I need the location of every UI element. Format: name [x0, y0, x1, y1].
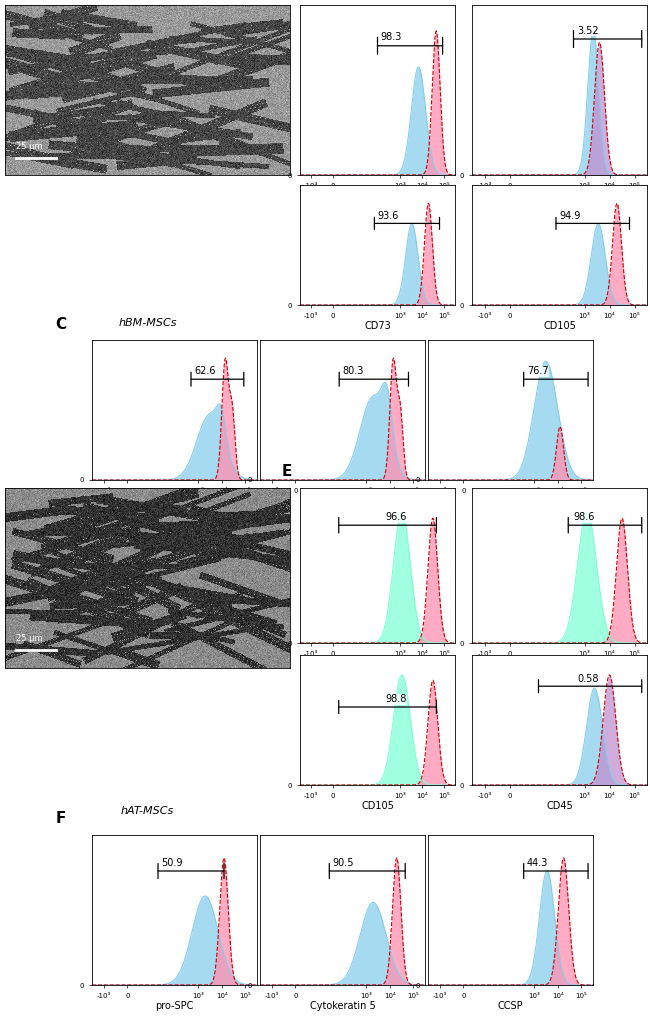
Text: 96.6: 96.6: [385, 512, 407, 522]
Text: 3.52: 3.52: [577, 26, 599, 36]
Text: hBM-MSCs: hBM-MSCs: [118, 317, 177, 328]
Text: hAT-MSCs: hAT-MSCs: [121, 805, 174, 816]
X-axis label: CD45: CD45: [546, 192, 573, 202]
X-axis label: CD73: CD73: [546, 659, 573, 670]
X-axis label: CCSP: CCSP: [330, 496, 356, 507]
Text: 93.6: 93.6: [378, 211, 399, 221]
X-axis label: CD90: CD90: [364, 659, 391, 670]
X-axis label: pro-SPC: pro-SPC: [155, 1001, 194, 1011]
Text: 50.9: 50.9: [161, 858, 183, 868]
Text: 0.58: 0.58: [577, 674, 599, 684]
X-axis label: CCSP: CCSP: [498, 1001, 523, 1011]
X-axis label: CD45: CD45: [546, 801, 573, 812]
Text: 98.3: 98.3: [381, 32, 402, 42]
Text: F: F: [56, 811, 66, 826]
Text: 25 μm: 25 μm: [16, 633, 43, 643]
X-axis label: CD73: CD73: [364, 321, 391, 332]
X-axis label: pro-SPC: pro-SPC: [155, 496, 194, 507]
X-axis label: CD105: CD105: [361, 801, 394, 812]
Text: E: E: [281, 464, 292, 479]
X-axis label: Cytokeratin 5: Cytokeratin 5: [478, 496, 543, 507]
Text: 98.6: 98.6: [573, 512, 595, 522]
Text: 80.3: 80.3: [343, 367, 364, 376]
Text: 25 μm: 25 μm: [16, 142, 43, 151]
Text: 44.3: 44.3: [527, 858, 549, 868]
X-axis label: Cytokeratin 5: Cytokeratin 5: [309, 1001, 376, 1011]
Text: 76.7: 76.7: [527, 367, 549, 376]
Text: 62.6: 62.6: [194, 367, 216, 376]
Text: C: C: [56, 316, 67, 332]
X-axis label: CD105: CD105: [543, 321, 576, 332]
Text: 90.5: 90.5: [333, 858, 354, 868]
X-axis label: CD90: CD90: [364, 192, 391, 202]
Text: 98.8: 98.8: [385, 694, 407, 705]
Text: 94.9: 94.9: [560, 211, 581, 221]
